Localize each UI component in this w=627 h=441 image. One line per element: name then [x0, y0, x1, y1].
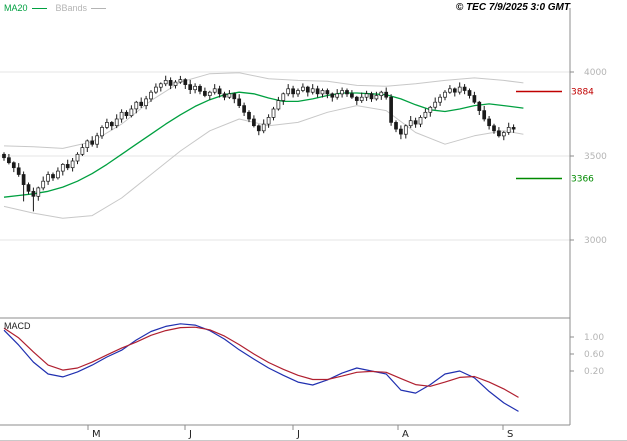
bbands-line-swatch	[91, 7, 107, 9]
axes: 4000 3500 3000 1.00 0.60 0.20 M J J A S	[0, 8, 607, 440]
indicator-legend: MA20 BBands	[4, 3, 107, 13]
ma20-line-swatch	[31, 7, 47, 9]
svg-text:J: J	[188, 429, 192, 440]
svg-text:3884: 3884	[571, 87, 594, 97]
svg-text:M: M	[92, 429, 101, 440]
svg-text:S: S	[507, 429, 513, 440]
svg-text:4000: 4000	[584, 68, 607, 78]
copyright-label: © TEC 7/9/2025 3:0 GMT	[455, 2, 570, 13]
svg-text:0.20: 0.20	[584, 367, 604, 377]
svg-text:1.00: 1.00	[584, 333, 604, 343]
svg-text:J: J	[296, 429, 300, 440]
gridlines	[0, 71, 570, 241]
legend-item-ma20: MA20	[4, 3, 47, 13]
bbands-legend-label: BBands	[55, 3, 88, 13]
svg-text:0.60: 0.60	[584, 350, 604, 360]
svg-text:A: A	[402, 429, 409, 440]
svg-text:3500: 3500	[584, 152, 607, 162]
legend-item-bbands: BBands	[56, 3, 107, 13]
macd-panel	[3, 323, 519, 412]
svg-text:3000: 3000	[584, 236, 607, 246]
macd-panel-label: MACD	[4, 321, 31, 331]
ma20-legend-label: MA20	[4, 3, 28, 13]
price-panel: 3884 3366	[2, 72, 594, 219]
svg-text:3366: 3366	[571, 175, 594, 185]
